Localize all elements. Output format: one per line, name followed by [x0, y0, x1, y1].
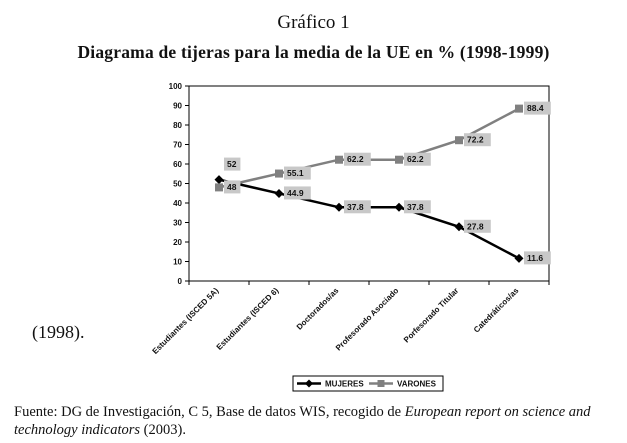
- y-tick-label: 90: [173, 102, 182, 111]
- data-label-bg: [464, 219, 491, 233]
- marker-varones: [395, 155, 403, 164]
- y-tick-label: 100: [169, 82, 183, 91]
- data-label-mujeres: 52: [227, 159, 237, 169]
- marker-mujeres: [514, 253, 524, 263]
- chart-title: Diagrama de tijeras para la media de la …: [77, 42, 550, 62]
- plot-frame: [188, 85, 550, 282]
- data-labels: 52 44.9 37.8 37.8 27.8 11.6 48 55.1 62.2 62.2 72.2…: [224, 101, 551, 265]
- data-label-bg: [284, 186, 311, 200]
- y-tick-label: 10: [173, 258, 182, 267]
- series-line-mujeres: [218, 178, 520, 260]
- data-label-bg: [464, 133, 491, 147]
- legend: MUJERES VARONES: [292, 375, 444, 392]
- legend-label-mujeres: MUJERES: [325, 380, 364, 389]
- legend-box: [292, 375, 444, 392]
- source-footnote: Fuente: DG de Investigación, C 5, Base d…: [14, 403, 619, 439]
- data-label-varones: 55.1: [287, 168, 304, 178]
- data-label-bg: [404, 200, 431, 214]
- data-label-bg: [224, 180, 241, 194]
- marker-varones: [515, 104, 523, 113]
- marker-varones: [455, 136, 463, 145]
- category-label: Doctorados/as: [295, 286, 341, 332]
- data-label-varones: 72.2: [467, 135, 484, 145]
- y-tick-label: 50: [173, 180, 182, 189]
- marker-mujeres: [274, 188, 284, 198]
- y-tick-label: 80: [173, 121, 182, 130]
- side-reference: (1998).: [32, 322, 85, 342]
- data-label-mujeres: 37.8: [347, 202, 364, 212]
- y-tick-label: 30: [173, 219, 182, 228]
- figure-number: Gráfico 1: [277, 12, 350, 33]
- marker-varones: [215, 183, 223, 192]
- footnote-report-title: European report on science and technolog…: [14, 404, 591, 438]
- data-label-mujeres: 37.8: [407, 202, 424, 212]
- marker-varones: [335, 155, 343, 164]
- data-label-bg: [524, 101, 551, 115]
- y-tick-label: 70: [173, 141, 182, 150]
- data-label-bg: [224, 157, 241, 171]
- marker-mujeres: [334, 202, 344, 212]
- category-label: Profesorado Asociado: [334, 286, 401, 353]
- data-label-mujeres: 11.6: [527, 253, 543, 263]
- series-markers: [214, 104, 524, 263]
- legend-swatch-marker: [377, 380, 385, 387]
- data-label-mujeres: 27.8: [467, 221, 484, 231]
- marker-mujeres: [454, 222, 464, 232]
- category-label: Estudiantes (ISCED 6): [215, 286, 281, 352]
- data-label-bg: [404, 152, 431, 166]
- series-lines: [218, 107, 520, 260]
- data-label-varones: 62.2: [407, 154, 424, 164]
- y-tick-label: 40: [173, 199, 182, 208]
- data-label-varones: 88.4: [527, 103, 544, 113]
- legend-swatch-marker: [305, 379, 313, 388]
- data-label-varones: 48: [227, 182, 237, 192]
- category-label: Catedráticos/as: [472, 286, 521, 335]
- category-labels: Estudiantes (ISCED 5A)Estudiantes (ISCED…: [151, 286, 521, 356]
- data-label-bg: [284, 166, 311, 180]
- data-label-bg: [344, 152, 371, 166]
- series-line-varones: [218, 107, 520, 189]
- category-label: Estudiantes (ISCED 5A): [151, 286, 221, 356]
- legend-label-varones: VARONES: [397, 380, 437, 389]
- marker-mujeres: [394, 202, 404, 212]
- data-label-bg: [344, 200, 371, 214]
- footnote-prefix: Fuente: DG de Investigación, C 5, Base d…: [14, 404, 405, 420]
- chart-axes: 0 10 20 30 40 50 60 70 80 90 100: [169, 82, 550, 286]
- footnote-suffix: (2003).: [140, 422, 186, 438]
- data-label-mujeres: 44.9: [287, 188, 304, 198]
- y-tick-label: 20: [173, 238, 182, 247]
- category-label: Porfesorado Titular: [402, 286, 460, 344]
- y-tick-label: 60: [173, 160, 182, 169]
- data-label-bg: [524, 251, 551, 265]
- data-label-varones: 62.2: [347, 154, 364, 164]
- marker-varones: [275, 169, 283, 178]
- marker-mujeres: [214, 175, 224, 185]
- y-tick-label: 0: [178, 277, 183, 286]
